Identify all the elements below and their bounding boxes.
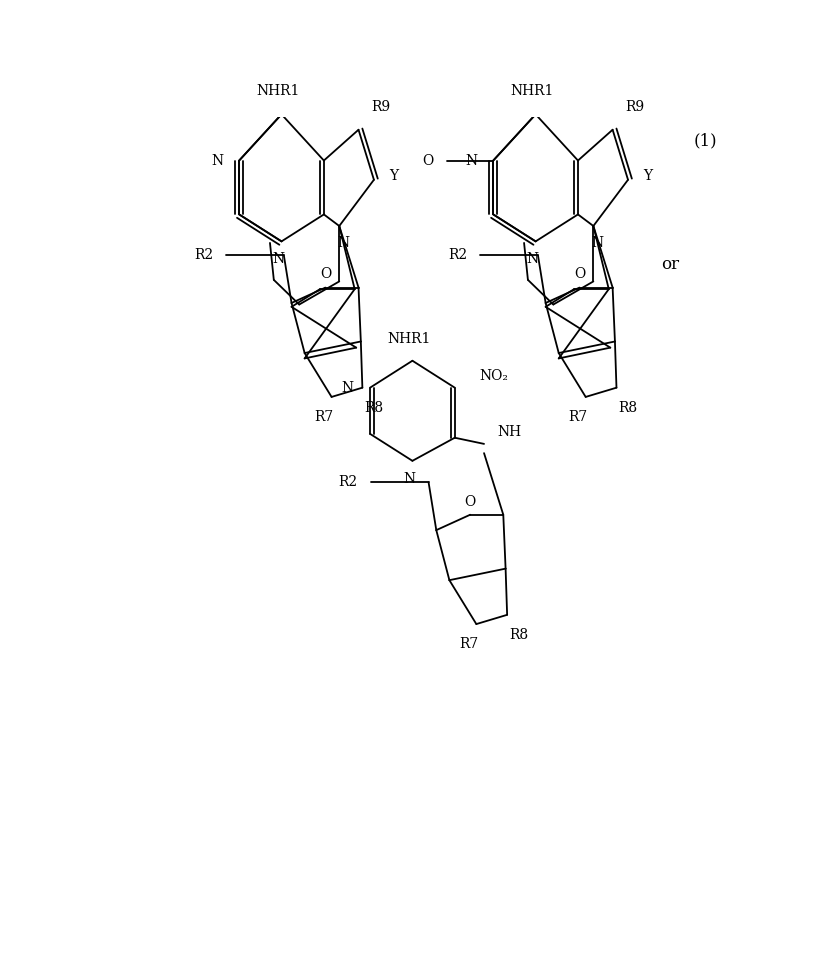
- Text: NHR1: NHR1: [510, 85, 554, 98]
- Text: R7: R7: [314, 410, 333, 424]
- Text: O: O: [464, 495, 476, 508]
- Text: R9: R9: [625, 99, 644, 114]
- Text: R7: R7: [568, 410, 587, 424]
- Text: R2: R2: [448, 248, 467, 262]
- Text: N: N: [403, 471, 415, 486]
- Text: Y: Y: [644, 169, 653, 183]
- Text: N: N: [527, 252, 539, 266]
- Text: R7: R7: [459, 637, 478, 651]
- Text: O: O: [574, 267, 585, 282]
- Text: R8: R8: [364, 400, 383, 415]
- Text: N: N: [211, 154, 224, 167]
- Text: R9: R9: [371, 99, 390, 114]
- Text: R8: R8: [618, 400, 637, 415]
- Text: O: O: [422, 154, 433, 167]
- Text: N: N: [466, 154, 477, 167]
- Text: or: or: [661, 256, 680, 273]
- Text: NH: NH: [497, 425, 521, 438]
- Text: Y: Y: [389, 169, 399, 183]
- Text: R2: R2: [338, 475, 358, 489]
- Text: N: N: [337, 236, 349, 250]
- Text: NHR1: NHR1: [256, 85, 300, 98]
- Text: (1): (1): [693, 133, 717, 150]
- Text: N: N: [273, 252, 284, 266]
- Text: NHR1: NHR1: [387, 332, 430, 346]
- Text: N: N: [591, 236, 604, 250]
- Text: O: O: [319, 267, 331, 282]
- Text: R2: R2: [194, 248, 213, 262]
- Text: R8: R8: [509, 628, 528, 642]
- Text: NO₂: NO₂: [479, 369, 509, 383]
- Text: N: N: [341, 381, 353, 395]
